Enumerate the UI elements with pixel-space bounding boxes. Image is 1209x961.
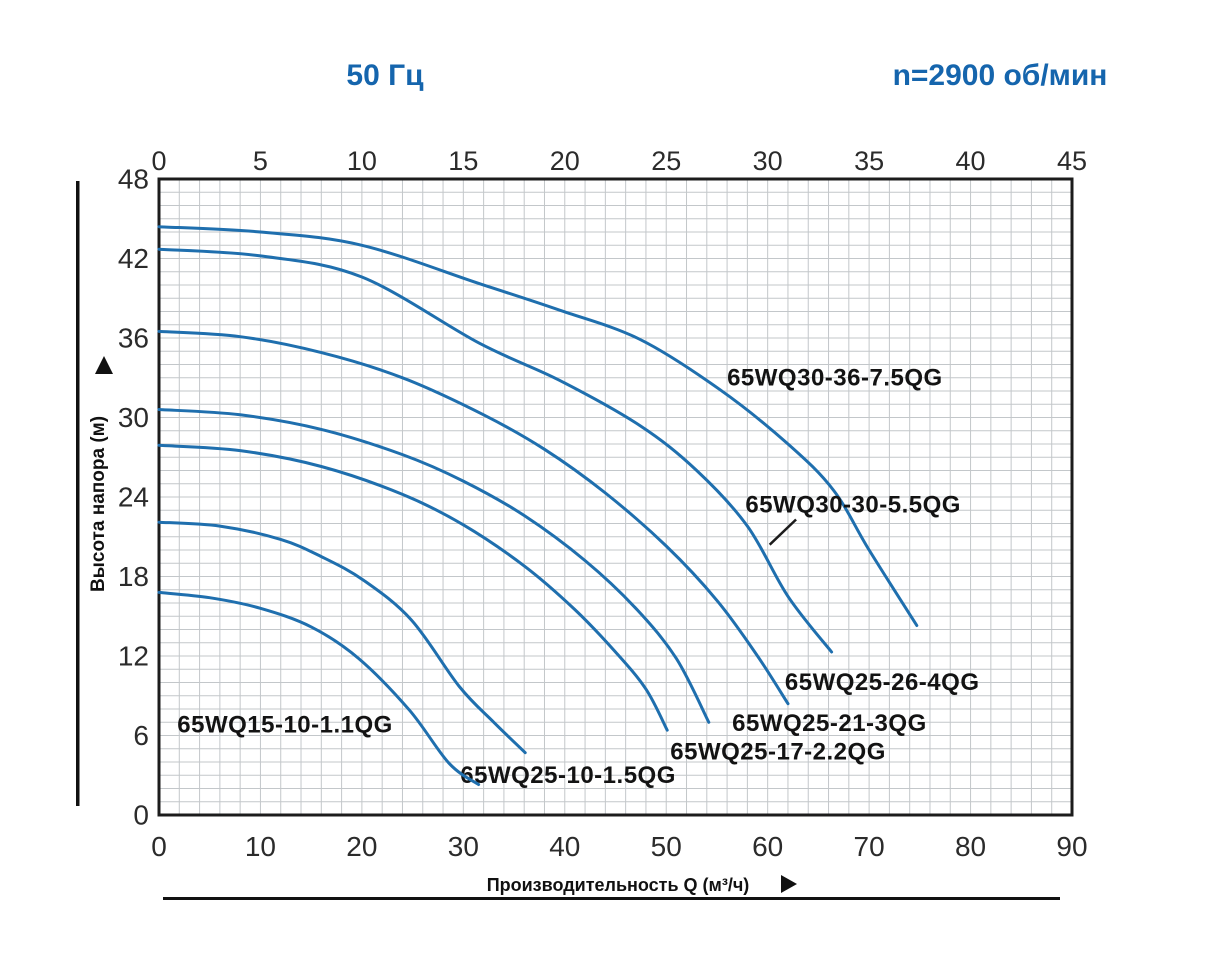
rotation-speed-label: n=2900 об/мин <box>892 59 1108 92</box>
bottom-axis-tick-label: 50 <box>651 831 682 862</box>
x-axis-arrow-icon <box>781 875 797 893</box>
y-axis-tick-label: 6 <box>133 720 149 751</box>
y-axis-rule <box>76 181 80 806</box>
y-axis-tick-label: 30 <box>118 402 149 433</box>
top-axis-tick-label: 10 <box>347 146 377 176</box>
curve-65WQ30-30-5.5QG <box>157 247 834 654</box>
curve-label-65WQ30-30-5.5QG: 65WQ30-30-5.5QG <box>745 491 961 518</box>
bottom-axis-tick-label: 80 <box>955 831 986 862</box>
y-axis-tick-label: 24 <box>118 482 149 513</box>
curve-65WQ15-10-1.1QG <box>157 590 481 786</box>
curve-65WQ25-17-2.2QG <box>157 443 669 732</box>
bottom-axis-tick-label: 60 <box>752 831 783 862</box>
y-axis-tick-label: 18 <box>118 561 149 592</box>
x-axis-rule <box>163 897 1060 900</box>
bottom-axis-tick-label: 40 <box>549 831 580 862</box>
y-axis-arrow-icon <box>95 356 113 374</box>
curve-65WQ30-36-7.5QG <box>157 225 919 627</box>
y-axis-tick-label: 48 <box>118 164 149 195</box>
y-axis-tick-label: 12 <box>118 641 149 672</box>
plot-frame <box>157 177 1074 817</box>
curve-label-65WQ25-17-2.2QG: 65WQ25-17-2.2QG <box>670 739 886 766</box>
y-axis-tick-label: 36 <box>118 323 149 354</box>
x-axis-title: Производительность Q (м³/ч) <box>487 875 750 895</box>
bottom-axis-tick-label: 70 <box>854 831 885 862</box>
curve-label-65WQ25-21-3QG: 65WQ25-21-3QG <box>732 710 927 737</box>
curve-label-leader-line <box>768 518 797 546</box>
curve-65WQ25-21-3QG <box>157 408 711 724</box>
top-axis-tick-label: 35 <box>854 146 884 176</box>
top-axis-tick-label: 30 <box>753 146 783 176</box>
curve-65WQ25-26-4QG <box>157 329 790 706</box>
frequency-label: 50 Гц <box>346 59 424 92</box>
bottom-axis-tick-label: 10 <box>245 831 276 862</box>
curve-label-65WQ15-10-1.1QG: 65WQ15-10-1.1QG <box>177 711 393 738</box>
curve-label-65WQ30-36-7.5QG: 65WQ30-36-7.5QG <box>727 364 943 391</box>
top-axis-tick-label: 40 <box>956 146 986 176</box>
top-axis-tick-label: 20 <box>550 146 580 176</box>
curve-65WQ25-10-1.5QG <box>157 520 527 755</box>
bottom-axis-tick-label: 20 <box>346 831 377 862</box>
bottom-axis-tick-label: 90 <box>1056 831 1087 862</box>
bottom-axis-tick-label: 30 <box>448 831 479 862</box>
top-axis-tick-label: 0 <box>151 146 166 176</box>
y-axis-tick-label: 0 <box>133 800 149 831</box>
curve-label-65WQ25-10-1.5QG: 65WQ25-10-1.5QG <box>460 762 676 789</box>
top-axis-tick-label: 15 <box>448 146 478 176</box>
top-axis-tick-label: 45 <box>1057 146 1087 176</box>
bottom-axis-tick-label: 0 <box>151 831 167 862</box>
top-axis-tick-label: 25 <box>651 146 681 176</box>
top-axis-tick-label: 5 <box>253 146 268 176</box>
curve-label-65WQ25-26-4QG: 65WQ25-26-4QG <box>785 669 980 696</box>
y-axis-tick-label: 42 <box>118 243 149 274</box>
y-axis-title: Высота напора (м) <box>88 416 109 592</box>
